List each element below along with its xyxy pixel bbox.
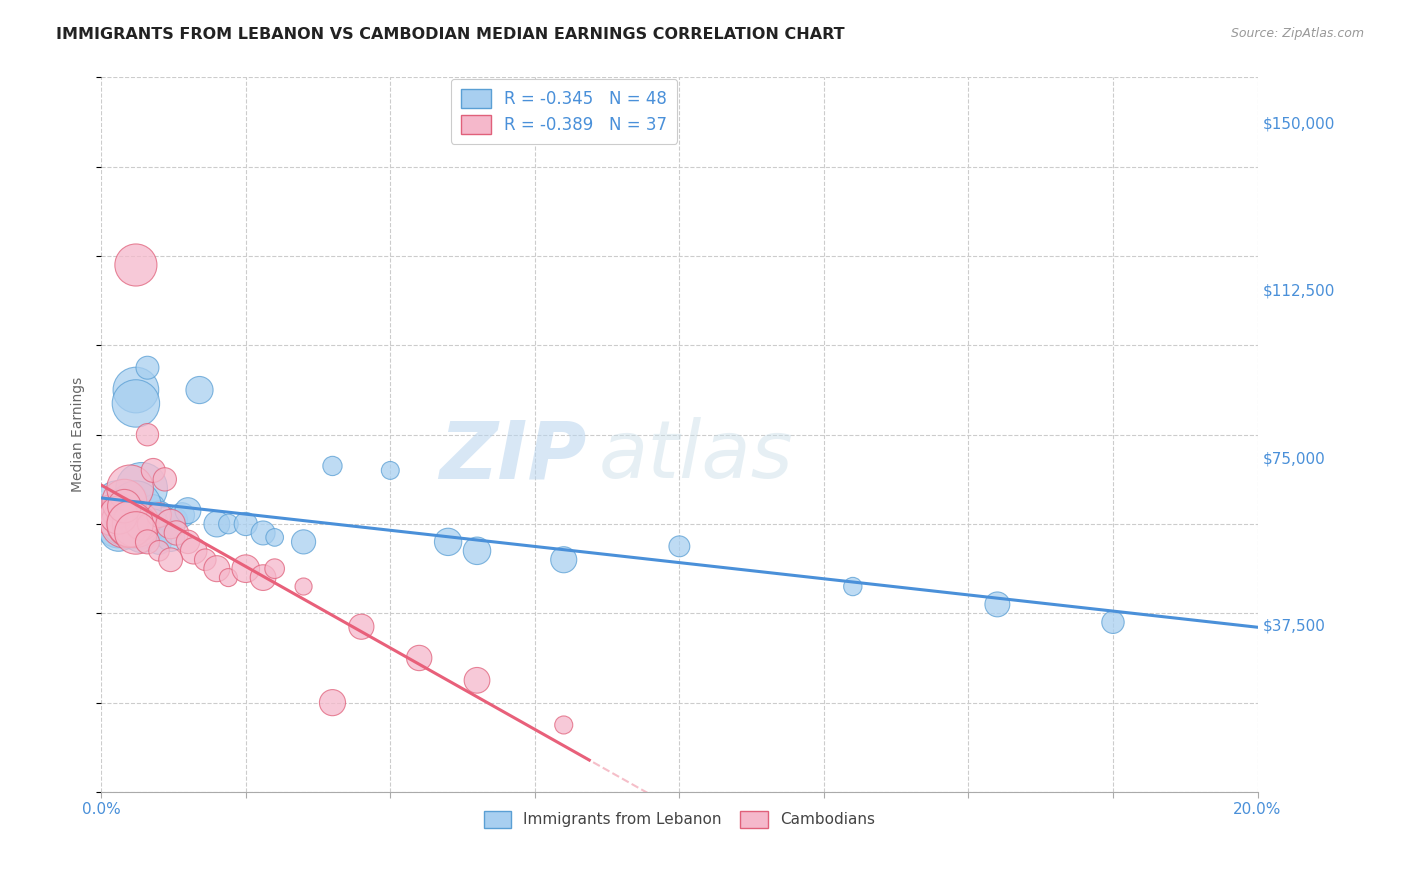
Point: [136, 516, 159, 531]
Point: [142, 499, 165, 513]
Point: [148, 534, 170, 549]
Point: [120, 494, 142, 508]
Point: [125, 499, 148, 513]
Point: [131, 516, 153, 531]
Point: [148, 543, 170, 558]
Point: [553, 718, 575, 732]
Text: ZIP: ZIP: [440, 417, 586, 495]
Point: [125, 508, 148, 522]
Text: IMMIGRANTS FROM LEBANON VS CAMBODIAN MEDIAN EARNINGS CORRELATION CHART: IMMIGRANTS FROM LEBANON VS CAMBODIAN MED…: [56, 27, 845, 42]
Point: [165, 525, 187, 540]
Point: [125, 383, 148, 397]
Point: [437, 534, 460, 549]
Point: [120, 481, 142, 495]
Point: [177, 534, 200, 549]
Point: [148, 508, 170, 522]
Point: [159, 516, 181, 531]
Point: [112, 516, 135, 531]
Point: [153, 512, 176, 526]
Text: atlas: atlas: [599, 417, 793, 495]
Point: [136, 508, 159, 522]
Point: [136, 534, 159, 549]
Point: [159, 530, 181, 544]
Point: [120, 508, 142, 522]
Point: [235, 562, 257, 576]
Point: [120, 516, 142, 531]
Point: [153, 472, 176, 486]
Point: [125, 525, 148, 540]
Point: [107, 503, 129, 517]
Point: [235, 516, 257, 531]
Point: [112, 494, 135, 508]
Point: [986, 598, 1008, 612]
Point: [408, 651, 430, 665]
Point: [465, 673, 488, 688]
Point: [107, 516, 129, 531]
Point: [292, 534, 315, 549]
Point: [205, 516, 228, 531]
Point: [107, 499, 129, 513]
Point: [142, 516, 165, 531]
Point: [142, 463, 165, 477]
Point: [465, 543, 488, 558]
Point: [112, 516, 135, 531]
Point: [125, 258, 148, 272]
Point: [188, 383, 211, 397]
Y-axis label: Median Earnings: Median Earnings: [72, 377, 86, 492]
Point: [159, 553, 181, 567]
Point: [321, 458, 343, 473]
Point: [668, 539, 690, 553]
Point: [107, 508, 129, 522]
Point: [159, 516, 181, 531]
Point: [131, 481, 153, 495]
Point: [350, 620, 373, 634]
Point: [125, 396, 148, 410]
Point: [125, 516, 148, 531]
Point: [101, 508, 124, 522]
Point: [136, 427, 159, 442]
Text: Source: ZipAtlas.com: Source: ZipAtlas.com: [1230, 27, 1364, 40]
Point: [263, 530, 285, 544]
Point: [165, 512, 187, 526]
Point: [112, 512, 135, 526]
Point: [217, 516, 239, 531]
Point: [380, 463, 402, 477]
Point: [205, 562, 228, 576]
Point: [120, 508, 142, 522]
Point: [553, 553, 575, 567]
Point: [252, 525, 274, 540]
Point: [292, 580, 315, 594]
Point: [120, 516, 142, 531]
Point: [136, 360, 159, 375]
Point: [263, 562, 285, 576]
Point: [101, 508, 124, 522]
Point: [177, 503, 200, 517]
Point: [148, 508, 170, 522]
Point: [183, 543, 205, 558]
Point: [148, 525, 170, 540]
Point: [252, 571, 274, 585]
Point: [112, 503, 135, 517]
Point: [321, 696, 343, 710]
Point: [131, 525, 153, 540]
Point: [107, 525, 129, 540]
Point: [172, 508, 194, 522]
Point: [1102, 615, 1125, 630]
Point: [120, 516, 142, 531]
Point: [112, 499, 135, 513]
Legend: Immigrants from Lebanon, Cambodians: Immigrants from Lebanon, Cambodians: [478, 805, 882, 834]
Point: [131, 516, 153, 531]
Point: [217, 571, 239, 585]
Point: [194, 553, 217, 567]
Point: [842, 580, 865, 594]
Point: [142, 516, 165, 531]
